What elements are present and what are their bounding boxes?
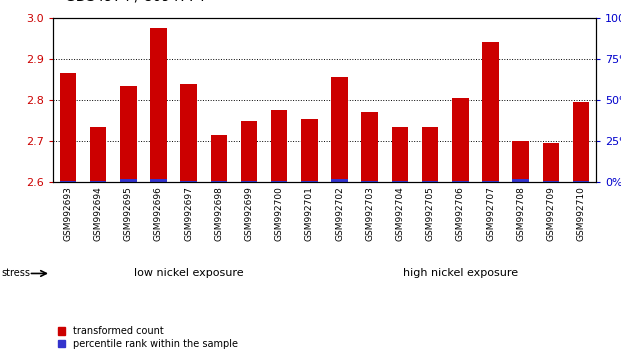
Text: high nickel exposure: high nickel exposure (403, 268, 518, 279)
Bar (573, 102, 589, 182)
Text: GSM992705: GSM992705 (425, 186, 435, 241)
Bar (392, 127, 408, 182)
Text: GSM992698: GSM992698 (214, 186, 224, 241)
Text: GSM992701: GSM992701 (305, 186, 314, 241)
Bar (482, 181, 499, 182)
Text: GSM992699: GSM992699 (245, 186, 253, 241)
Bar (241, 121, 257, 182)
Bar (241, 181, 257, 182)
Bar (331, 78, 348, 182)
Bar (150, 28, 167, 182)
Bar (211, 181, 227, 182)
Bar (120, 86, 137, 182)
Bar (150, 179, 167, 182)
Bar (271, 110, 288, 182)
Bar (211, 135, 227, 182)
Text: GSM992706: GSM992706 (456, 186, 465, 241)
Text: GSM992707: GSM992707 (486, 186, 495, 241)
Bar (90, 127, 106, 182)
Text: low nickel exposure: low nickel exposure (134, 268, 243, 279)
Text: GSM992710: GSM992710 (576, 186, 586, 241)
Bar (301, 119, 318, 182)
Text: GSM992697: GSM992697 (184, 186, 193, 241)
Bar (543, 181, 559, 182)
Bar (60, 73, 76, 182)
Bar (120, 179, 137, 182)
Text: stress: stress (2, 268, 31, 279)
Text: GSM992704: GSM992704 (396, 186, 404, 241)
Text: GSM992694: GSM992694 (94, 186, 102, 241)
Bar (392, 181, 408, 182)
Text: GSM992709: GSM992709 (546, 186, 555, 241)
Bar (301, 181, 318, 182)
Text: GSM992708: GSM992708 (516, 186, 525, 241)
Text: GSM992700: GSM992700 (274, 186, 284, 241)
Legend: transformed count, percentile rank within the sample: transformed count, percentile rank withi… (58, 326, 238, 349)
Bar (331, 179, 348, 182)
Text: GSM992702: GSM992702 (335, 186, 344, 241)
Bar (361, 112, 378, 182)
Bar (60, 181, 76, 182)
Bar (271, 181, 288, 182)
Bar (180, 84, 197, 182)
Bar (180, 181, 197, 182)
Text: GSM992693: GSM992693 (63, 186, 73, 241)
Bar (482, 42, 499, 182)
Text: GDS4974 / 8094774: GDS4974 / 8094774 (65, 0, 206, 4)
Bar (452, 98, 469, 182)
Bar (543, 143, 559, 182)
Bar (361, 181, 378, 182)
Text: GSM992695: GSM992695 (124, 186, 133, 241)
Bar (422, 127, 438, 182)
Text: GSM992703: GSM992703 (365, 186, 374, 241)
Bar (512, 179, 529, 182)
Bar (422, 181, 438, 182)
Text: GSM992696: GSM992696 (154, 186, 163, 241)
Bar (90, 181, 106, 182)
Bar (452, 181, 469, 182)
Bar (512, 141, 529, 182)
Bar (573, 181, 589, 182)
